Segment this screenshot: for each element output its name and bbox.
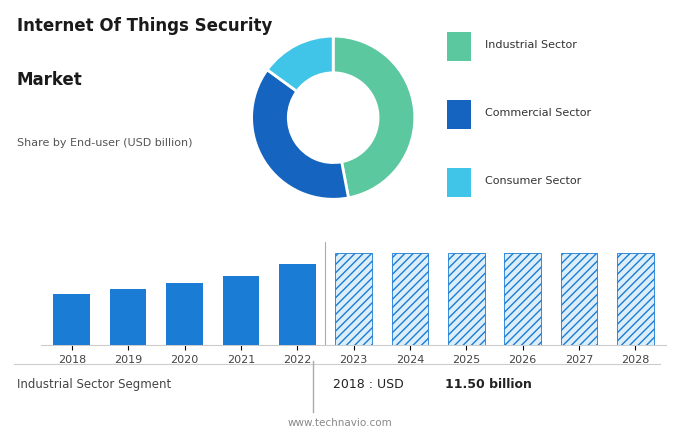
FancyBboxPatch shape [447, 99, 471, 129]
Bar [166, 283, 203, 345]
Bar [617, 253, 653, 345]
Text: www.technavio.com: www.technavio.com [288, 418, 392, 429]
Bar [448, 253, 485, 345]
FancyBboxPatch shape [447, 168, 471, 197]
Text: Industrial Sector Segment: Industrial Sector Segment [17, 378, 171, 391]
Text: Commercial Sector: Commercial Sector [485, 108, 591, 118]
Bar [54, 294, 90, 345]
Bar [279, 264, 316, 345]
Bar [561, 253, 597, 345]
Wedge shape [252, 70, 348, 199]
Bar [110, 289, 146, 345]
Text: 11.50 billion: 11.50 billion [445, 378, 532, 391]
Bar [505, 253, 541, 345]
Text: Internet Of Things Security: Internet Of Things Security [17, 17, 273, 35]
FancyBboxPatch shape [447, 32, 471, 61]
Bar [392, 253, 428, 345]
Wedge shape [333, 36, 415, 198]
Bar [335, 253, 372, 345]
Text: Industrial Sector: Industrial Sector [485, 40, 577, 50]
Text: Share by End-user (USD billion): Share by End-user (USD billion) [17, 138, 192, 148]
Text: 2018 : USD: 2018 : USD [333, 378, 408, 391]
Bar [222, 276, 259, 345]
Text: Market: Market [17, 71, 83, 89]
Wedge shape [267, 36, 333, 92]
Text: Consumer Sector: Consumer Sector [485, 176, 581, 186]
